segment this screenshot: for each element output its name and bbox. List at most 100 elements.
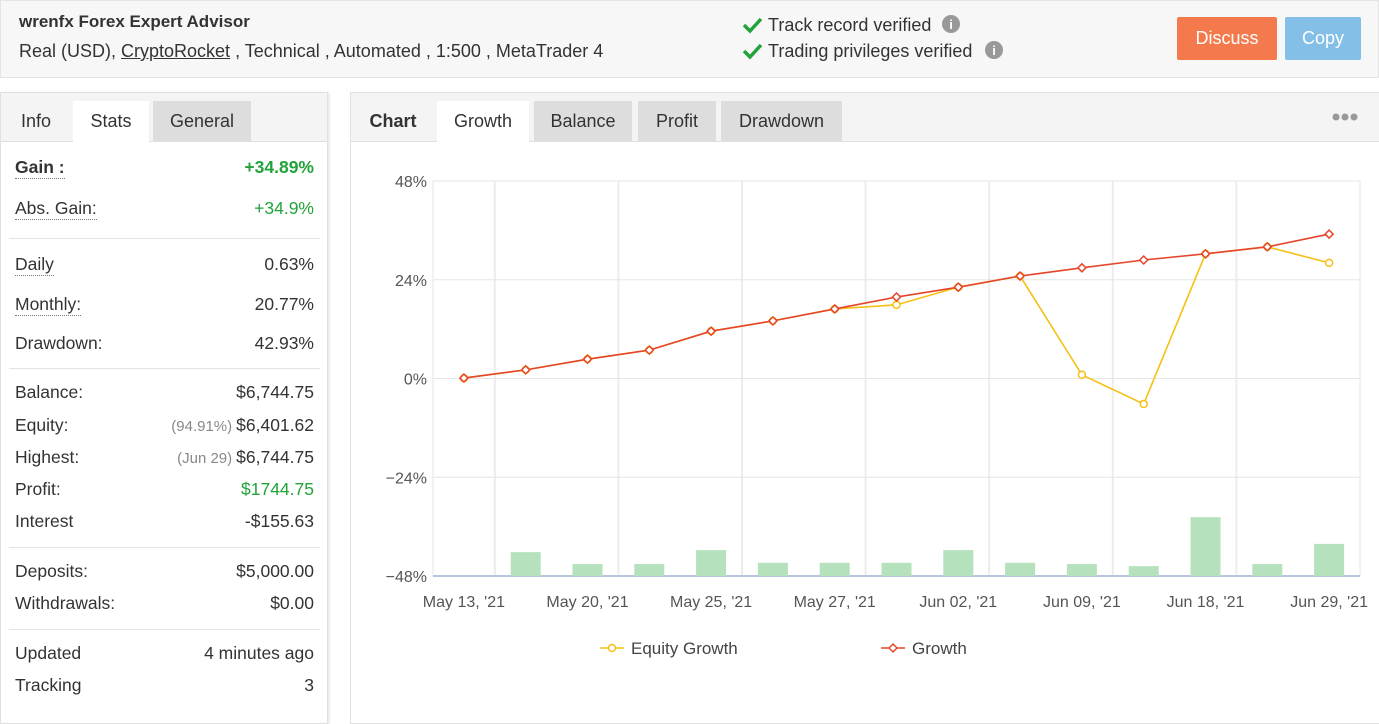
stat-value: $6,401.62 (236, 415, 314, 435)
stat-label: Withdrawals: (15, 593, 116, 613)
bar (819, 562, 850, 576)
x-tick-label: Jun 18, '21 (1167, 594, 1245, 611)
stat-label: Updated (15, 643, 82, 663)
separator (9, 238, 320, 239)
bar (1314, 543, 1345, 576)
header: wrenfx Forex Expert Advisor Real (USD), … (0, 0, 1379, 78)
bar (696, 550, 727, 576)
tab-bar: Info Stats General (1, 93, 327, 142)
menu-icon[interactable] (1331, 111, 1361, 123)
stat-row: Profit: $1744.75 (15, 479, 314, 505)
stat-value: 0.63% (264, 254, 314, 274)
chart: 48% 24% 0% −24% −48% May 13, '21 May 20, '21 Ma… (386, 174, 1368, 658)
point (520, 364, 531, 375)
bar (1252, 564, 1283, 576)
tab-bar: Chart Growth Balance Profit Drawdown (351, 93, 1379, 142)
x-tick-label: Jun 09, '21 (1043, 594, 1121, 611)
tab[interactable]: Chart (369, 111, 417, 131)
stat-value: 4 minutes ago (204, 643, 314, 663)
y-tick-label: 24% (395, 273, 427, 290)
stat-value: $0.00 (270, 593, 314, 613)
point (458, 373, 469, 384)
legend-label: Equity Growth (631, 639, 738, 658)
stat-value: 42.93% (254, 333, 314, 353)
stat-row: Daily 0.63% (15, 254, 314, 280)
bar (510, 552, 541, 576)
stat-row: Withdrawals: $0.00 (15, 593, 314, 619)
tab[interactable]: Profit (638, 101, 716, 141)
stat-value: +34.9% (254, 198, 314, 218)
legend-marker (887, 642, 899, 654)
stat-row: Interest -$155.63 (15, 511, 314, 537)
stat-value-wrap: $1744.75 (241, 479, 314, 500)
info-icon[interactable] (985, 41, 1003, 59)
check-icon (742, 43, 763, 60)
stat-value-wrap: $0.00 (270, 593, 314, 614)
check-icon (742, 17, 763, 34)
x-tick-label: Jun 02, '21 (919, 594, 997, 611)
tab[interactable]: Info (20, 111, 52, 131)
legend-label: Growth (912, 639, 967, 658)
stat-row: Monthly: 20.77% (15, 294, 314, 320)
stat-value-wrap: -$155.63 (245, 511, 314, 532)
y-tick-label: 0% (404, 372, 427, 389)
account: Real (USD), (19, 41, 122, 61)
tab[interactable]: General (153, 101, 251, 141)
point (892, 300, 901, 310)
x-tick-label: May 25, '21 (670, 594, 752, 611)
stat-value-wrap: +34.9% (254, 198, 314, 219)
stat-row: Tracking 3 (15, 675, 314, 701)
stat-label: Abs. Gain: (15, 198, 97, 220)
stat-label: Deposits: (15, 561, 88, 581)
stat-row: Equity: (94.91%) $6,401.62 (15, 415, 314, 441)
chart-panel: Chart Growth Balance Profit Drawdown (350, 92, 1379, 724)
stat-value-wrap: $5,000.00 (236, 561, 314, 582)
stat-value: $6,744.75 (236, 382, 314, 402)
point (1324, 229, 1335, 240)
stat-label: Daily (15, 254, 54, 276)
stat-row: Gain : +34.89% (15, 157, 314, 183)
point (829, 303, 840, 315)
stat-value: $5,000.00 (236, 561, 314, 581)
stat-value-wrap: 4 minutes ago (204, 643, 314, 664)
tab-active[interactable]: Growth (437, 101, 529, 142)
stat-label: Interest (15, 511, 74, 531)
y-tick-label: −24% (386, 470, 427, 487)
stat-label: Profit: (15, 479, 61, 499)
info-icon[interactable] (942, 15, 960, 33)
broker-link[interactable]: CryptoRocket (121, 41, 231, 61)
stat-value-wrap: (Jun 29) $6,744.75 (177, 447, 314, 468)
point (767, 315, 778, 326)
point (953, 282, 964, 293)
verification: Trading privileges verified (768, 41, 973, 61)
stat-row: Highest: (Jun 29) $6,744.75 (15, 447, 314, 473)
bar (634, 564, 665, 576)
stat-value: 3 (304, 675, 314, 695)
stat-label: Monthly: (15, 294, 82, 316)
tab[interactable]: Balance (534, 101, 632, 141)
account-info: Real (USD), CryptoRocket , Technical , A… (19, 41, 603, 62)
separator (9, 547, 320, 548)
verify-icons: i i (742, 15, 1003, 60)
discuss-button[interactable]: Discuss (1177, 17, 1277, 60)
x-tick-label: May 13, '21 (423, 594, 505, 611)
stat-value-wrap: (94.91%) $6,401.62 (171, 415, 314, 436)
stat-label: Balance: (15, 382, 84, 402)
tab[interactable]: Drawdown (721, 101, 842, 141)
stat-row: Abs. Gain: +34.9% (15, 198, 314, 224)
stat-value-wrap: 20.77% (255, 294, 314, 315)
bar (757, 562, 788, 576)
stat-label: Equity: (15, 415, 69, 435)
bar (572, 564, 603, 576)
bar (881, 562, 912, 576)
point (1262, 241, 1273, 252)
bar (1190, 517, 1221, 576)
stat-value-wrap: 42.93% (255, 333, 314, 354)
x-tick-label: May 27, '21 (794, 594, 876, 611)
copy-button[interactable]: Copy (1285, 17, 1361, 60)
title: wrenfx Forex Expert Advisor (19, 12, 250, 31)
bar (1066, 564, 1097, 576)
stat-value: +34.89% (244, 157, 314, 177)
tab-active[interactable]: Stats (73, 101, 149, 142)
point (1324, 258, 1334, 268)
